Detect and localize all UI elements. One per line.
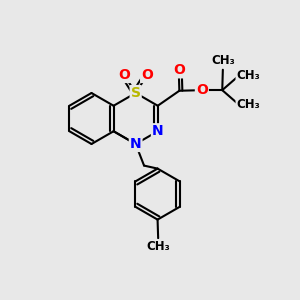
Text: S: S xyxy=(131,86,141,100)
Text: N: N xyxy=(130,137,142,151)
Text: O: O xyxy=(118,68,130,82)
Text: N: N xyxy=(152,124,164,138)
Text: CH₃: CH₃ xyxy=(146,240,170,253)
Text: O: O xyxy=(196,83,208,97)
Text: O: O xyxy=(173,63,185,77)
Text: CH₃: CH₃ xyxy=(236,69,260,82)
Text: CH₃: CH₃ xyxy=(211,54,235,67)
Text: O: O xyxy=(141,68,153,82)
Text: CH₃: CH₃ xyxy=(236,98,260,111)
